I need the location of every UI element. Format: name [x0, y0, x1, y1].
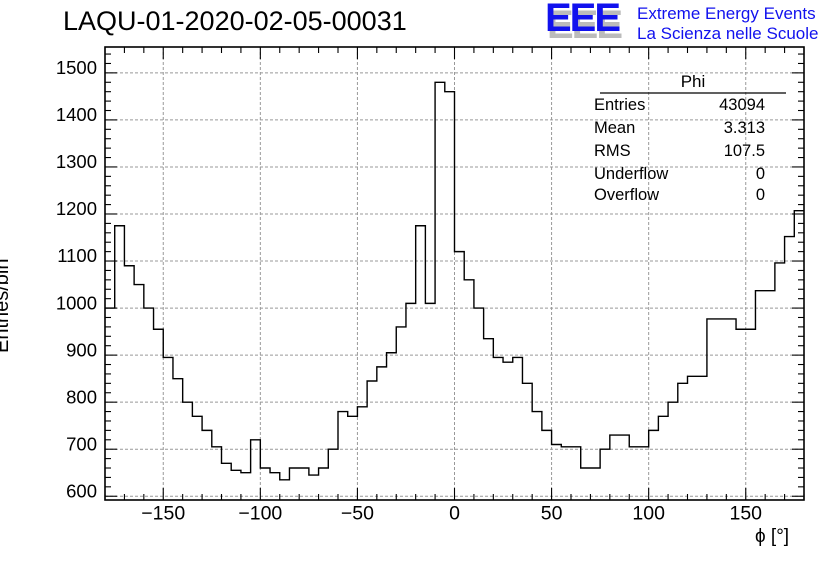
svg-text:1000: 1000	[56, 293, 97, 314]
svg-text:1500: 1500	[56, 57, 97, 78]
svg-text:Overflow: Overflow	[594, 186, 659, 204]
svg-text:800: 800	[66, 387, 97, 408]
svg-text:0: 0	[756, 186, 765, 204]
svg-text:900: 900	[66, 340, 97, 361]
svg-text:1100: 1100	[57, 245, 97, 266]
svg-text:La Scienza nelle Scuole: La Scienza nelle Scuole	[637, 24, 818, 43]
svg-text:Entries: Entries	[594, 96, 645, 114]
svg-text:107.5: 107.5	[724, 142, 765, 160]
svg-text:−100: −100	[238, 503, 282, 525]
svg-text:100: 100	[632, 503, 665, 525]
svg-text:700: 700	[66, 434, 97, 455]
svg-text:Phi: Phi	[681, 72, 706, 91]
svg-text:Mean: Mean	[594, 119, 635, 137]
svg-text:0: 0	[756, 165, 765, 183]
svg-text:150: 150	[729, 503, 762, 525]
svg-text:1200: 1200	[56, 198, 97, 219]
svg-text:43094: 43094	[719, 96, 765, 114]
svg-text:3.313: 3.313	[724, 119, 765, 137]
svg-text:−50: −50	[341, 503, 374, 525]
svg-text:−150: −150	[141, 503, 185, 525]
svg-text:1400: 1400	[56, 104, 97, 125]
svg-text:1300: 1300	[56, 151, 97, 172]
svg-text:RMS: RMS	[594, 142, 631, 160]
svg-text:0: 0	[449, 503, 460, 525]
svg-text:Extreme Energy Events: Extreme Energy Events	[637, 4, 816, 23]
svg-text:EEE: EEE	[545, 0, 620, 40]
svg-text:50: 50	[541, 503, 563, 525]
svg-text:Underflow: Underflow	[594, 165, 668, 183]
svg-text:600: 600	[66, 481, 97, 502]
